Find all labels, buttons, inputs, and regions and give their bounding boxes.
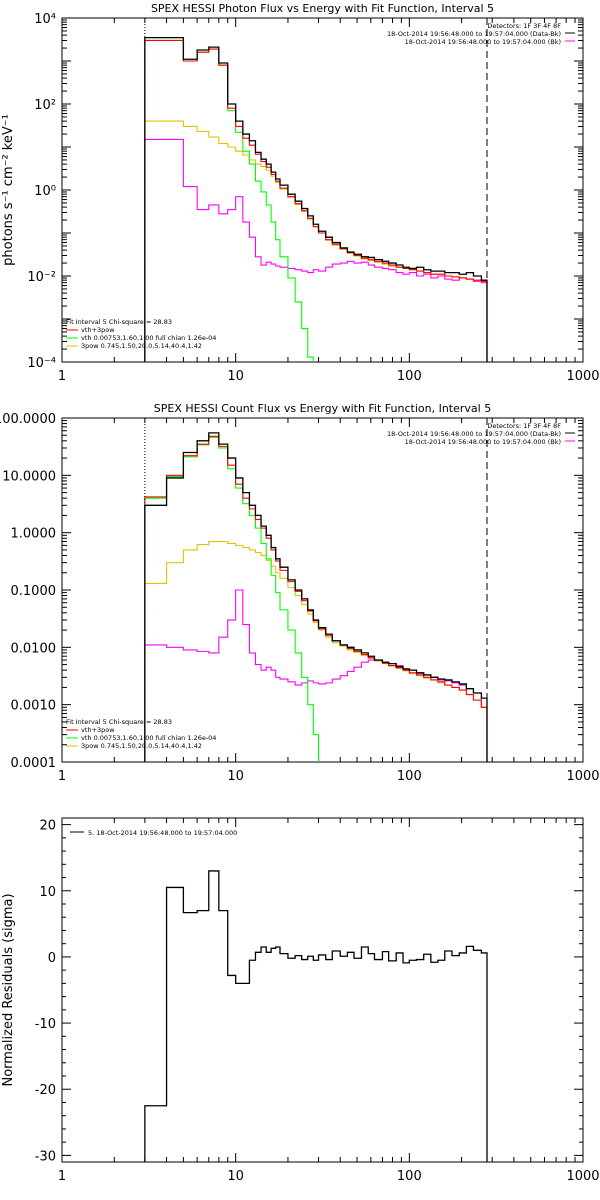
- plot-frame: [61, 17, 584, 363]
- y-tick-label: 10⁰: [34, 184, 56, 199]
- series-line-thermal: [144, 436, 488, 762]
- series-group: [144, 870, 488, 1162]
- y-tick-label: 0.0100: [11, 641, 57, 656]
- chart-panel-3: 1 10 100 1000 -30 -20 -10 0 10 20 Normalized Resid…: [1, 817, 600, 1184]
- y-tick-label: 100.0000: [0, 412, 56, 427]
- legend-text: 18-Oct-2014 19:56:48.000 to 19:57:04.000…: [387, 430, 561, 438]
- x-tick-label: 1000: [566, 1169, 599, 1184]
- legend-text: vth 0.00753,1.60,1.00 full chian 1.26e-0…: [81, 734, 216, 742]
- legend-text: 3pow 0.745,1.50,20.0,5.14,40.4,1.42: [81, 742, 202, 750]
- legend-text: 18-Oct-2014 19:56:48.000 to 19:57:04.000…: [387, 30, 561, 38]
- series-line-total: [144, 39, 488, 362]
- x-tick-label: 10: [227, 369, 244, 384]
- x-tick-label: 10: [227, 769, 244, 784]
- x-tick-label: 100: [397, 369, 422, 384]
- y-tick-label: 10⁻⁴: [27, 356, 56, 371]
- y-tick-label: 10.0000: [2, 469, 56, 484]
- y-tick-label: 1.0000: [11, 527, 57, 542]
- series-group: [144, 36, 488, 362]
- legend-text: 3pow 0.745,1.50,20.0,5.14,40.4,1.42: [81, 342, 202, 350]
- legend-text: vth+3pow: [81, 326, 115, 334]
- x-tick-label: 1: [58, 769, 66, 784]
- y-axis-label: photons s⁻¹ cm⁻² keV⁻¹: [1, 114, 16, 266]
- legend-text: vth 0.00753,1.60,1.00 full chian 1.26e-0…: [81, 334, 216, 342]
- series-line-powerlaw: [144, 120, 488, 362]
- legend-text: Detectors: 1F 3F 4F 8F: [487, 22, 561, 30]
- legend-text: Detectors: 1F 3F 4F 8F: [487, 422, 561, 430]
- legend-text: Fit Interval 5 Chi-square = 28.83: [66, 318, 172, 326]
- chart-title: SPEX HESSI Count Flux vs Energy with Fit…: [154, 402, 491, 415]
- series-line-data: [144, 432, 488, 762]
- y-tick-label: 0.0001: [11, 756, 57, 771]
- x-tick-label: 1: [58, 1169, 66, 1184]
- series-line-powerlaw: [144, 540, 488, 762]
- chart-panel-2: SPEX HESSI Count Flux vs Energy with Fit…: [0, 402, 600, 784]
- series-line-data: [144, 36, 488, 362]
- y-tick-label: 10²: [34, 98, 56, 113]
- legend-text: Fit Interval 5 Chi-square = 28.83: [66, 718, 172, 726]
- legend-text: 5. 18-Oct-2014 19:56:48.000 to 19:57:04.…: [88, 829, 237, 837]
- y-tick-label: -30: [35, 1149, 56, 1164]
- y-tick-label: 20: [39, 819, 56, 834]
- legend-text: 18-Oct-2014 19:56:48.000 to 19:57:04.000…: [405, 438, 561, 446]
- y-tick-label: 10⁴: [34, 12, 56, 27]
- x-tick-label: 1000: [566, 369, 599, 384]
- series-line-total: [144, 435, 488, 762]
- y-tick-label: 0.1000: [11, 584, 57, 599]
- y-tick-label: 0.0010: [11, 699, 57, 714]
- x-tick-label: 100: [397, 1169, 422, 1184]
- plot-frame: [61, 417, 584, 763]
- plot-frame: [61, 817, 584, 1163]
- chart-title: SPEX HESSI Photon Flux vs Energy with Fi…: [151, 2, 494, 15]
- x-tick-label: 1000: [566, 769, 599, 784]
- y-tick-label: -20: [35, 1083, 56, 1098]
- y-axis-label: Normalized Residuals (sigma): [1, 893, 16, 1086]
- y-tick-label: 10: [39, 885, 56, 900]
- series-line-thermal: [144, 39, 488, 362]
- x-tick-label: 100: [397, 769, 422, 784]
- chart-panel-1: SPEX HESSI Photon Flux vs Energy with Fi…: [1, 2, 600, 384]
- x-tick-label: 10: [227, 1169, 244, 1184]
- y-tick-label: 10⁻²: [27, 270, 56, 285]
- y-tick-label: 0: [48, 951, 56, 966]
- series-line-data: [144, 870, 488, 1162]
- legend-text: 18-Oct-2014 19:56:48.000 to 19:57:04.000…: [405, 38, 561, 46]
- x-tick-label: 1: [58, 369, 66, 384]
- y-tick-label: -10: [35, 1017, 56, 1032]
- series-line-background: [144, 138, 488, 362]
- legend-text: vth+3pow: [81, 726, 115, 734]
- series-group: [144, 432, 488, 762]
